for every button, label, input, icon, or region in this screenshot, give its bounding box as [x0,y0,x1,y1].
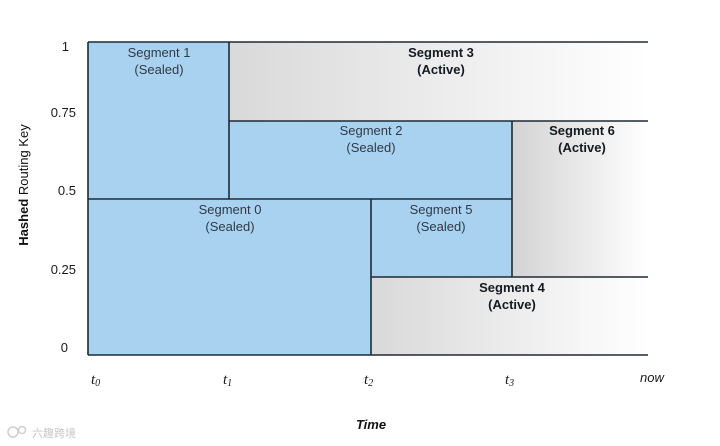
y-axis-label: Hashed Routing Key [16,124,31,246]
segment-2-name: Segment 2 [340,123,403,138]
segment-0-state: (Sealed) [205,219,254,234]
segment-4-state: (Active) [488,297,536,312]
segment-5-state: (Sealed) [416,219,465,234]
x-axis-label: Time [356,417,386,432]
segment-3-state: (Active) [417,62,465,77]
segment-3-name: Segment 3 [408,45,474,60]
y-tick-1: 1 [62,39,69,54]
x-tick-t0: t0 [91,372,100,389]
segment-1-state: (Sealed) [134,62,183,77]
segment-5-region [371,199,512,277]
x-tick-t2: t2 [364,372,373,389]
segment-3-region [229,42,648,121]
segment-4-name: Segment 4 [479,280,546,295]
segment-4-region [371,277,648,355]
segment-0-region [88,199,371,355]
segment-2-region [229,121,512,199]
segment-boundaries [87,41,648,356]
segment-1-region [88,42,229,199]
y-tick-0-5: 0.5 [58,183,76,198]
segment-1-name: Segment 1 [128,45,191,60]
y-tick-0-75: 0.75 [51,105,76,120]
y-tick-0-25: 0.25 [51,262,76,277]
segment-2-state: (Sealed) [346,140,395,155]
watermark-logo-icon [7,426,19,438]
segment-0-name: Segment 0 [199,202,262,217]
watermark-text: 六趣跨境 [32,426,76,440]
watermark: 六趣跨境 [7,425,76,440]
y-tick-0: 0 [61,340,68,355]
segment-5-name: Segment 5 [410,202,473,217]
segment-6-state: (Active) [558,140,606,155]
y-axis-label-bold: Hashed [16,199,31,246]
segment-6-name: Segment 6 [549,123,615,138]
x-tick-t1: t1 [223,372,232,389]
y-axis-label-rest: Routing Key [16,124,31,199]
x-tick-now: now [640,370,665,385]
segment-6-region [512,121,648,277]
x-tick-t3: t3 [505,372,514,389]
